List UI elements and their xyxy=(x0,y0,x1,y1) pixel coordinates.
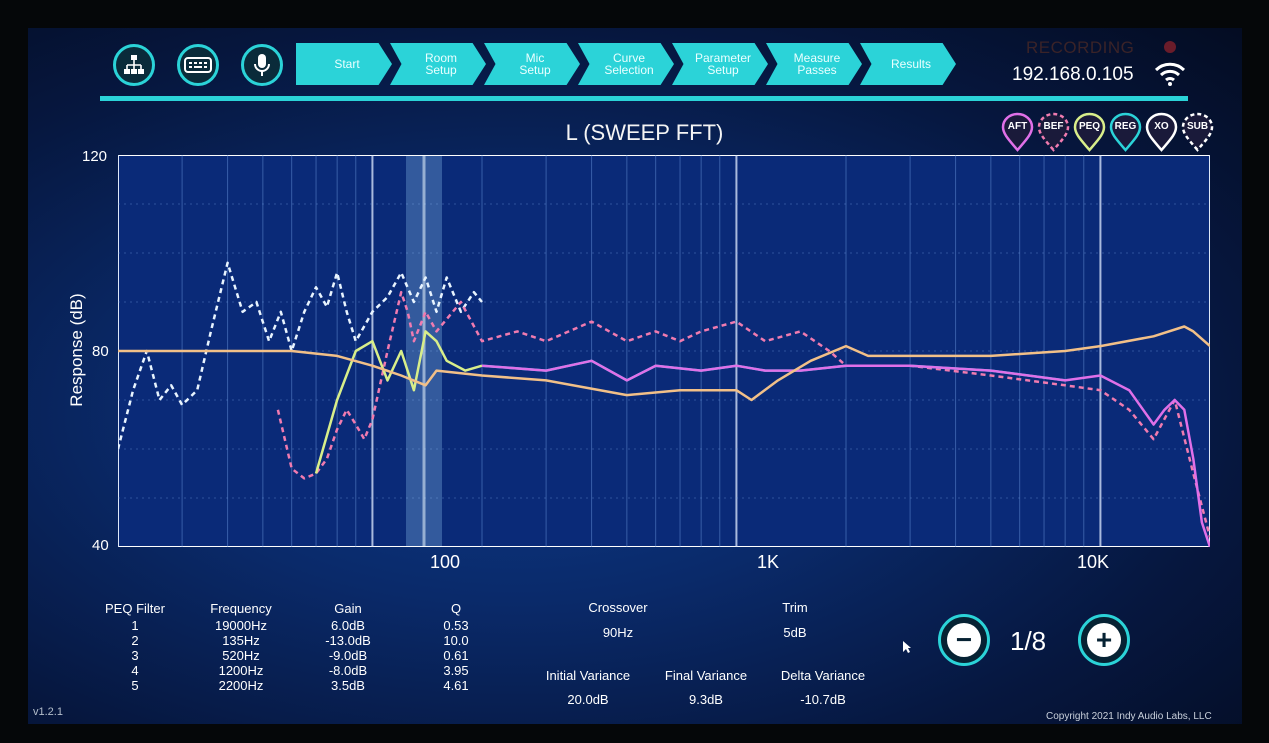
minus-icon: − xyxy=(947,623,981,657)
peq-header-q: Q xyxy=(450,601,462,616)
peq-cell: 1200Hz xyxy=(218,663,264,678)
peq-cell: 5 xyxy=(131,678,139,693)
legend-reg-label: REG xyxy=(1114,121,1137,132)
legend-aft-label: AFT xyxy=(1007,121,1028,132)
wizard-steps: Start Room Setup Mic Setup Curve Selecti… xyxy=(296,43,956,85)
legend-bef-label: BEF xyxy=(1043,121,1064,132)
legend-reg[interactable]: REG xyxy=(1109,112,1142,152)
nav-underline xyxy=(100,96,1188,101)
peq-cell: 6.0dB xyxy=(331,618,365,633)
initial-variance-label: Initial Variance xyxy=(545,668,631,683)
microphone-icon[interactable] xyxy=(241,44,283,86)
step-start[interactable]: Start xyxy=(296,43,392,85)
plus-icon: + xyxy=(1087,623,1121,657)
legend-sub[interactable]: SUB xyxy=(1181,112,1214,152)
peq-cell: 0.61 xyxy=(443,648,469,663)
crossover-value: 90Hz xyxy=(602,625,634,640)
step-parameter-setup[interactable]: Parameter Setup xyxy=(672,43,768,85)
peq-header-gain: Gain xyxy=(334,601,362,616)
initial-variance-value: 20.0dB xyxy=(567,692,609,707)
frequency-response-chart xyxy=(118,155,1210,547)
peq-cell: 4 xyxy=(131,663,139,678)
legend-sub-label: SUB xyxy=(1186,121,1209,132)
series-sub xyxy=(118,261,483,450)
final-variance-label: Final Variance xyxy=(664,668,748,683)
step-curve-selection[interactable]: Curve Selection xyxy=(578,43,674,85)
chart-legend: AFT BEF PEQ REG XO SUB xyxy=(1001,112,1214,152)
y-tick-label: 120 xyxy=(82,148,108,165)
series-bef xyxy=(276,290,1210,538)
step-results[interactable]: Results xyxy=(860,43,956,85)
network-icon[interactable] xyxy=(113,44,155,86)
peq-cell: 2 xyxy=(131,633,139,648)
x-tick-label: 10K xyxy=(1077,552,1110,572)
legend-aft[interactable]: AFT xyxy=(1001,112,1034,152)
y-tick-label: 40 xyxy=(92,537,109,554)
final-variance-value: 9.3dB xyxy=(689,692,723,707)
version-label: v1.2.1 xyxy=(33,706,63,718)
keyboard-icon[interactable] xyxy=(177,44,219,86)
wifi-icon xyxy=(1154,62,1186,91)
series-aft xyxy=(481,359,1210,547)
legend-xo[interactable]: XO xyxy=(1145,112,1178,152)
peq-cell: 520Hz xyxy=(222,648,260,663)
ip-address: 192.168.0.105 xyxy=(1012,64,1134,85)
y-axis: Response (dB) xyxy=(62,150,92,550)
peq-cell: 10.0 xyxy=(443,633,469,648)
x-tick-label: 1K xyxy=(757,552,780,572)
legend-bef[interactable]: BEF xyxy=(1037,112,1070,152)
legend-xo-label: XO xyxy=(1154,121,1169,132)
peq-cell: 3.5dB xyxy=(331,678,365,693)
peq-cell: 19000Hz xyxy=(214,618,268,633)
legend-peq-label: PEQ xyxy=(1078,121,1101,132)
trim-label: Trim xyxy=(782,600,808,615)
recording-status: RECORDING xyxy=(1026,38,1135,57)
peq-cell: 1 xyxy=(131,618,139,633)
peq-header-frequency: Frequency xyxy=(210,601,272,616)
peq-cell: -8.0dB xyxy=(328,663,368,678)
crossover-label: Crossover xyxy=(588,600,648,615)
peq-cell: 3.95 xyxy=(443,663,469,678)
peq-cell: -13.0dB xyxy=(325,633,371,648)
peq-cell: 2200Hz xyxy=(218,678,264,693)
next-page-button[interactable]: + xyxy=(1078,614,1130,666)
delta-variance-label: Delta Variance xyxy=(780,668,866,683)
recording-dot-icon xyxy=(1164,41,1176,53)
mouse-cursor-icon xyxy=(902,640,912,659)
peq-cell: 4.61 xyxy=(443,678,469,693)
previous-page-button[interactable]: − xyxy=(938,614,990,666)
series-xo xyxy=(118,325,1210,402)
step-mic-setup[interactable]: Mic Setup xyxy=(484,43,580,85)
x-tick-label: 100 xyxy=(430,552,461,572)
series-group xyxy=(118,261,1210,547)
page-indicator: 1/8 xyxy=(1010,626,1047,656)
trim-value: 5dB xyxy=(783,625,807,640)
step-room-setup[interactable]: Room Setup xyxy=(390,43,486,85)
legend-peq[interactable]: PEQ xyxy=(1073,112,1106,152)
chart-title: L (SWEEP FFT) xyxy=(565,120,724,145)
peq-cell: 135Hz xyxy=(222,633,260,648)
step-measure-passes[interactable]: Measure Passes xyxy=(766,43,862,85)
delta-variance-value: -10.7dB xyxy=(800,692,846,707)
peq-cell: 0.53 xyxy=(443,618,469,633)
peq-header-filter: PEQ Filter xyxy=(105,601,165,616)
copyright-label: Copyright 2021 Indy Audio Labs, LLC xyxy=(1046,711,1212,722)
peq-cell: -9.0dB xyxy=(328,648,368,663)
y-tick-label: 80 xyxy=(92,343,109,360)
peq-cell: 3 xyxy=(131,648,139,663)
y-axis-label: Response (dB) xyxy=(67,293,86,407)
